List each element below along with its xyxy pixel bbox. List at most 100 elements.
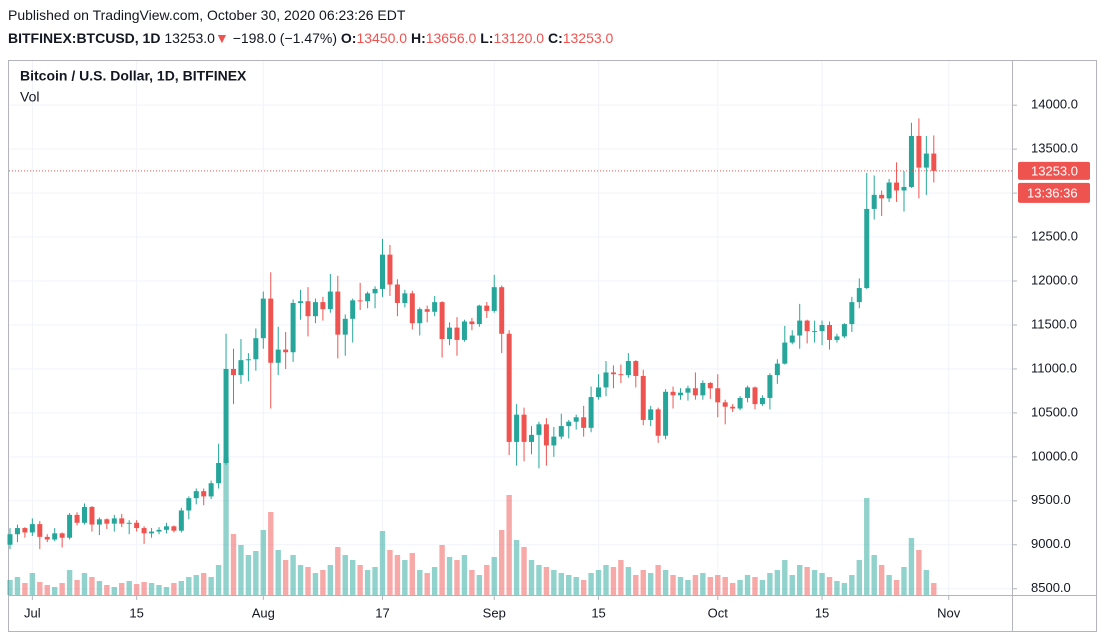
candle-body (447, 327, 453, 340)
arrow: ▼ (214, 30, 229, 46)
x-tick-label: 15 (129, 605, 143, 620)
volume-bar (14, 577, 21, 595)
candle-body (715, 388, 721, 403)
candle-body (67, 514, 73, 538)
candle-body (610, 372, 616, 375)
volume-bar (685, 580, 691, 595)
volume-bar (804, 567, 810, 595)
volume-bar (573, 577, 579, 595)
candle-body (22, 528, 28, 533)
candle-body (908, 135, 914, 187)
candle-body (238, 360, 244, 376)
volume-bar (677, 577, 684, 595)
volume-bar (513, 540, 520, 595)
volume-bar (186, 577, 192, 595)
volume-bar (744, 575, 751, 595)
candle-body (774, 363, 780, 376)
candle-body (268, 298, 274, 363)
candle-body (745, 387, 751, 398)
candle-body (692, 388, 698, 396)
candle-body (461, 321, 467, 340)
candle-body (298, 301, 304, 303)
candle-body (59, 533, 65, 538)
volume-bar (409, 553, 415, 595)
candle-body (29, 524, 35, 533)
volume-bar (208, 577, 214, 595)
candle-body (253, 338, 259, 360)
volume-bar (260, 530, 266, 595)
candle-body (722, 402, 728, 407)
candle-body (134, 522, 140, 529)
volume-bar (275, 550, 281, 595)
volume-bar (305, 567, 311, 595)
volume-bar (223, 458, 229, 595)
candle-body (223, 368, 229, 464)
volume-bar (499, 530, 505, 595)
candle-body (149, 531, 155, 534)
candle-body (797, 320, 803, 336)
volume-bar (119, 583, 125, 595)
candle-body (849, 302, 855, 325)
axes: 8500.0 9000.0 9500.0 10000.0 10500.0 11000.0 1… (9, 97, 1090, 620)
candle-body (275, 349, 281, 363)
candle-body (432, 302, 438, 312)
candle-body (193, 491, 199, 499)
x-tick-label: Sep (483, 605, 506, 620)
volume-bar (290, 555, 296, 595)
candle-body (886, 182, 892, 199)
candle-body (409, 293, 415, 324)
volume-bar (29, 573, 36, 595)
candle-body (245, 359, 251, 361)
symbol-line: BITFINEX:BTCUSD, 1D 13253.0▼ −198.0 (−1.… (8, 30, 613, 46)
volume-bar (633, 575, 639, 595)
h-value: 13656.0 (425, 30, 477, 46)
volume-bar (215, 565, 222, 595)
candle-body (178, 510, 184, 531)
x-tick-label: 17 (375, 605, 389, 620)
candle-body (82, 506, 87, 523)
volume-bar (253, 551, 259, 595)
candle-body (499, 287, 505, 334)
volume-bar (417, 570, 423, 595)
volume-bar (536, 565, 542, 595)
volume-bar (126, 581, 132, 595)
chart-title: Bitcoin / U.S. Dollar, 1D, BITFINEX (20, 68, 247, 84)
volume-bar (104, 585, 110, 595)
candle-body (260, 298, 266, 339)
volume-bar (335, 547, 341, 595)
volume-bar (856, 560, 862, 595)
candle-body (312, 302, 318, 317)
candle-body (216, 463, 222, 484)
candle-body (737, 397, 743, 409)
y-tick-label: 11500.0 (1031, 316, 1077, 331)
volume-bar (439, 545, 445, 595)
volume-bar (379, 531, 386, 595)
volume-bar (163, 587, 170, 595)
candle-body (678, 392, 683, 396)
volume-bar (372, 567, 378, 595)
candle-body (283, 349, 289, 353)
y-tick-label: 12000.0 (1031, 272, 1078, 287)
volume-bar (491, 557, 497, 595)
candle-body (469, 321, 475, 325)
y-tick-label: 12500.0 (1031, 228, 1078, 243)
last: 13253.0 (164, 30, 215, 46)
volume-bar (282, 560, 289, 595)
volume-bar (603, 565, 609, 595)
frame (8, 60, 1097, 632)
volume-bar (111, 587, 117, 595)
volume-bar (178, 581, 185, 595)
candle-body (819, 324, 825, 332)
volume-bar (342, 555, 348, 595)
y-tick-label: 13500.0 (1031, 141, 1078, 156)
x-tick-label: Nov (937, 605, 961, 620)
volume-bar (558, 573, 564, 595)
candle-body (365, 293, 371, 302)
volume-bar (640, 570, 646, 595)
candle-body (320, 302, 326, 310)
candle-body (424, 309, 430, 312)
candle-body (417, 309, 423, 324)
candle-body (387, 254, 393, 285)
candle-body (841, 324, 847, 337)
